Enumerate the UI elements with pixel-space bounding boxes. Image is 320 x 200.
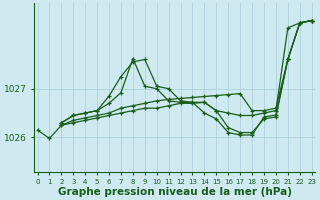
X-axis label: Graphe pression niveau de la mer (hPa): Graphe pression niveau de la mer (hPa) xyxy=(58,187,292,197)
